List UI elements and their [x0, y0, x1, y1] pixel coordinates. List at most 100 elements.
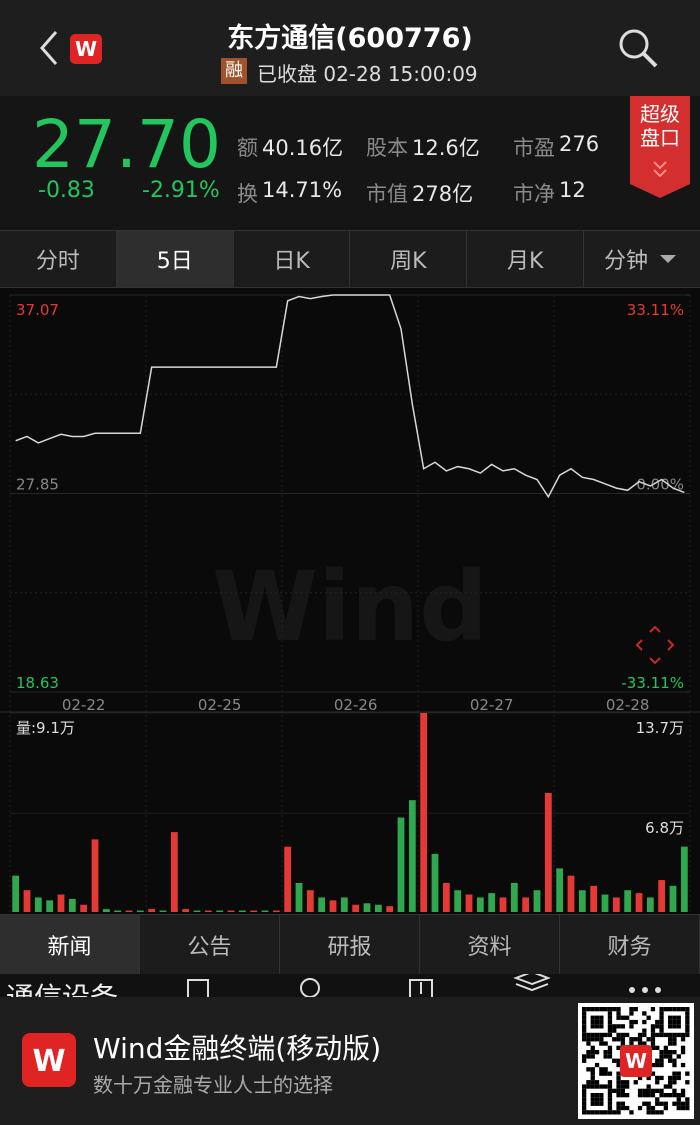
qr-module: [590, 1110, 595, 1115]
volume-bar: [46, 900, 54, 912]
qr-module: [625, 1084, 630, 1089]
qr-module: [676, 1032, 681, 1038]
qr-module: [672, 1093, 677, 1098]
chart: Wind 37.07 27.85 18.63 33.11% 0.00% -33.11% 02…: [0, 294, 700, 913]
super-panel-button[interactable]: [630, 96, 690, 200]
volume-bar: [125, 910, 133, 912]
qr-module: [659, 1058, 664, 1063]
qr-module: [620, 1080, 625, 1085]
qr-module: [616, 1007, 621, 1012]
qr-module: [655, 1110, 660, 1115]
volume-bar: [556, 868, 564, 912]
qr-module: [685, 1015, 690, 1020]
volume-bar: [182, 909, 190, 912]
qr-module: [646, 1084, 651, 1089]
chart-tab[interactable]: 日K: [234, 231, 351, 287]
volume-bar: [261, 910, 269, 912]
chart-tab[interactable]: 分钟: [584, 231, 700, 287]
qr-module: [620, 1032, 625, 1038]
chart-tab[interactable]: 周K: [350, 231, 468, 287]
qr-module: [616, 1032, 621, 1038]
qr-module: [603, 1041, 608, 1046]
qr-module: [655, 1024, 660, 1029]
search-button[interactable]: [616, 26, 660, 70]
qr-module: [659, 1019, 664, 1025]
volume-bar: [635, 893, 643, 912]
status: 已收盘 02-28 15:00:09: [257, 62, 478, 86]
qr-module: [655, 1062, 660, 1068]
qr-module: [582, 1007, 587, 1012]
label-line: 盘口: [640, 126, 680, 150]
volume-bar: [363, 903, 371, 912]
info-tab[interactable]: 新闻: [0, 915, 140, 974]
qr-module: [590, 1097, 595, 1102]
qr-module: [685, 1019, 690, 1025]
qr-module: [672, 1019, 677, 1025]
qr-module: [582, 1015, 587, 1020]
qr-module: [582, 1058, 587, 1063]
qr-module: [612, 1058, 617, 1063]
qr-module: [672, 1075, 677, 1081]
qr-module: [680, 1105, 686, 1111]
qr-module: [663, 1032, 668, 1038]
change-pct: -2.91%: [142, 178, 220, 203]
quote-panel: 27.70 -0.83 -2.91% 超级 盘口 额 40.16亿 股本 12.6亿 市盈…: [0, 96, 700, 230]
back-button[interactable]: W: [36, 28, 106, 68]
qr-module: [637, 1037, 643, 1042]
qr-module: [676, 1015, 681, 1020]
qr-module: [672, 1101, 677, 1106]
qr-module: [594, 1097, 600, 1102]
chart-tab[interactable]: 分时: [0, 231, 117, 287]
qr-module: [625, 1015, 630, 1020]
qr-module: [642, 1032, 647, 1038]
qr-module: [637, 1105, 643, 1111]
expand-icon[interactable]: [635, 625, 675, 665]
qr-module: [672, 1041, 677, 1046]
qr-module: [607, 1105, 613, 1111]
qr-module: [590, 1071, 595, 1076]
qr-module: [672, 1088, 677, 1093]
qr-module: [672, 1050, 677, 1055]
qr-module: [590, 1084, 595, 1089]
volume-bar: [612, 897, 620, 912]
qr-module: [594, 1024, 600, 1029]
qr-module: [659, 1088, 664, 1093]
qr-module: [620, 1101, 625, 1106]
qr-module: [646, 1015, 651, 1020]
qr-module: [599, 1037, 604, 1042]
volume-bar: [488, 893, 496, 912]
qr-module: [582, 1011, 587, 1016]
volume-bar: [340, 897, 348, 912]
qr-module: [616, 1075, 621, 1081]
info-tab[interactable]: 资料: [420, 915, 560, 974]
qr-module: [672, 1015, 677, 1020]
qr-module: [663, 1101, 668, 1106]
toolbar-icons: [187, 974, 661, 997]
info-tab[interactable]: 研报: [280, 915, 420, 974]
qr-module: [590, 1019, 595, 1025]
qr-module: [663, 1050, 668, 1055]
qr-module: [603, 1007, 608, 1012]
qr-module: [582, 1037, 587, 1042]
qr-module: [650, 1093, 656, 1098]
y-tick-label: 13.7万: [636, 719, 684, 737]
qr-module: [646, 1075, 651, 1081]
qr-module: [646, 1110, 651, 1115]
qr-module: [616, 1080, 621, 1085]
qr-module: [680, 1093, 686, 1098]
chart-tab[interactable]: 5日: [116, 231, 234, 287]
qr-module: [650, 1037, 656, 1042]
info-tabs: 新闻 公告 研报 资料 财务: [0, 914, 700, 974]
qr-module: [672, 1024, 677, 1029]
info-tab[interactable]: 财务: [560, 915, 700, 974]
info-tab[interactable]: 公告: [140, 915, 280, 974]
qr-module: [650, 1041, 656, 1046]
qr-module: [607, 1045, 613, 1050]
chart-tab[interactable]: 月K: [467, 231, 585, 287]
volume-bar: [216, 910, 224, 912]
qr-module: [676, 1093, 681, 1098]
qr-module: [668, 1054, 673, 1059]
qr-module: [594, 1101, 600, 1106]
volume-bar: [578, 890, 586, 912]
qr-module: [599, 1024, 604, 1029]
